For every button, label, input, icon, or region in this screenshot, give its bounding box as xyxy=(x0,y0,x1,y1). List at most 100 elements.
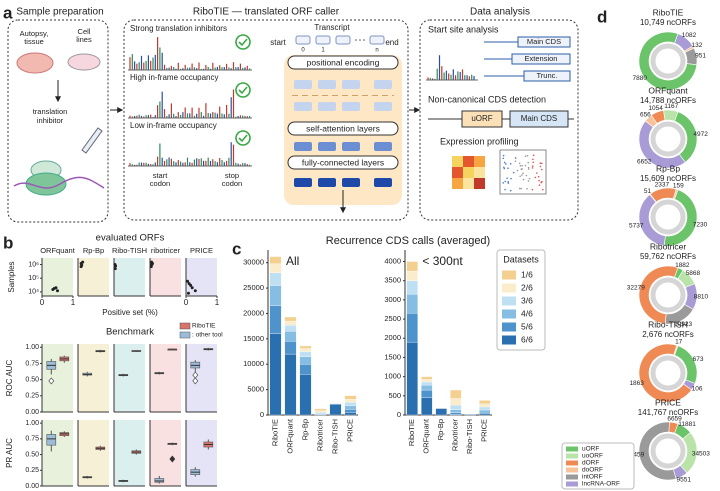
volcano-dot xyxy=(527,166,530,169)
x-tick-label: Ribo-TISH xyxy=(330,419,339,454)
volcano-dot xyxy=(521,168,523,170)
facet-bg xyxy=(150,344,181,412)
section-box xyxy=(7,19,109,223)
donut-title: Ribo-TISH xyxy=(648,319,688,329)
chart-title: Benchmark xyxy=(106,327,154,338)
donut-segment xyxy=(638,343,693,403)
point xyxy=(113,267,117,271)
facet-bg xyxy=(186,420,217,486)
volcano-dot xyxy=(512,171,515,174)
volcano-dot xyxy=(540,181,543,184)
legend-swatch xyxy=(566,467,578,473)
x-tick-label: Rp-Bp xyxy=(436,419,445,440)
point xyxy=(56,289,59,293)
x-tick-label: 1 xyxy=(71,298,76,307)
label: end xyxy=(385,38,398,47)
legend-label: uoORF xyxy=(582,453,603,460)
donut-inner xyxy=(650,199,686,235)
volcano-dot xyxy=(538,179,540,182)
bar-segment xyxy=(450,398,462,406)
y-tick-label: 1000 xyxy=(384,372,401,381)
volcano-dot xyxy=(526,154,529,157)
label: High in-frame occupancy xyxy=(130,73,218,82)
bar-segment xyxy=(421,389,433,398)
donut-subtitle: 14,788 ncORFs xyxy=(640,96,696,105)
facet-title: Ribo-TISH xyxy=(112,246,147,255)
volcano-dot xyxy=(506,177,508,180)
facet-bg xyxy=(186,344,217,412)
volcano-dot xyxy=(539,165,542,168)
bar-segment xyxy=(479,412,491,414)
label: Main CDS xyxy=(521,114,557,123)
volcano-dot xyxy=(509,189,512,192)
donut-value-label: 1167 xyxy=(664,103,678,110)
legend-swatch xyxy=(502,270,516,280)
chart-title: evaluated ORFs xyxy=(96,233,165,244)
bar-segment xyxy=(269,285,282,306)
layer-box xyxy=(287,55,399,70)
bar-segment xyxy=(269,256,282,264)
volcano-dot xyxy=(534,176,537,179)
x-tick-label: RiboTIE xyxy=(270,419,279,446)
token-boxes xyxy=(295,35,385,45)
volcano-dot xyxy=(503,167,506,170)
heatmap-icon xyxy=(452,156,485,189)
isoform-label: Extension xyxy=(525,54,558,63)
x-tick-label: PRICE xyxy=(345,419,354,442)
volcano-dot xyxy=(527,180,530,182)
bar-segment xyxy=(344,402,357,407)
axis-label: PR AUC xyxy=(5,438,14,468)
bar-segment xyxy=(269,333,282,416)
volcano-dot xyxy=(504,188,506,191)
donut-value-label: 8810 xyxy=(694,294,709,301)
axis-label: ROC AUC xyxy=(5,360,14,397)
y-tick-label: 10⁵ xyxy=(28,275,39,282)
volcano-dot xyxy=(502,182,505,184)
check-icons xyxy=(235,34,251,146)
x-tick-label: Ribotricer xyxy=(315,419,324,452)
donut-value-label: 951 xyxy=(695,52,706,59)
donut-title: Ribotricer xyxy=(650,241,687,251)
layer-label: positional encoding xyxy=(307,57,380,67)
volcano-dot xyxy=(507,180,509,183)
uorf-box xyxy=(461,110,503,128)
label: Low in-frame occupancy xyxy=(130,121,217,130)
donut-value-label: 34503 xyxy=(692,451,710,458)
legend-label: 5/6 xyxy=(521,321,533,331)
bar-segment xyxy=(284,353,297,416)
facet-title: ORFquant xyxy=(40,246,76,255)
y-tick-label: 1.00 xyxy=(25,344,39,351)
donut-value-label: 7230 xyxy=(693,222,708,229)
facet-title: Rp-Bp xyxy=(83,246,104,255)
section-box xyxy=(419,19,579,221)
bar-segment xyxy=(314,412,327,414)
volcano-dot xyxy=(502,154,505,157)
bar-segment xyxy=(284,320,297,326)
facet-title: ribotricer xyxy=(151,246,181,255)
x-tick-label: ORFquant xyxy=(285,418,294,454)
point xyxy=(79,265,83,269)
donut-inner xyxy=(650,121,686,157)
x-tick-label: Ribotricer xyxy=(451,419,460,452)
facet-bg xyxy=(114,344,145,412)
point xyxy=(186,279,190,283)
volcano-dot xyxy=(526,187,528,190)
volcano-dot xyxy=(516,169,519,172)
donut-subtitle: 10,749 ncORFs xyxy=(640,18,696,27)
bar-segment xyxy=(284,316,297,322)
bar-segment xyxy=(450,412,462,415)
bar-segment xyxy=(406,270,418,281)
donut-value-label: 5737 xyxy=(629,223,644,230)
bar-segment xyxy=(406,280,418,295)
y-tick-label: 3000 xyxy=(384,295,401,304)
legend-label: 2/6 xyxy=(521,282,533,292)
volcano-dot xyxy=(502,157,505,160)
donut-title: Rp-Bp xyxy=(656,163,680,173)
label: Non-canonical CDS detection xyxy=(428,94,546,104)
y-tick-label: 10⁶ xyxy=(28,261,39,268)
position-label: 0 xyxy=(301,48,305,54)
label: Autopsy, xyxy=(20,29,49,38)
facet-bg xyxy=(42,344,73,412)
legend-label: 6/6 xyxy=(521,334,533,344)
position-label: 1 xyxy=(321,48,325,54)
